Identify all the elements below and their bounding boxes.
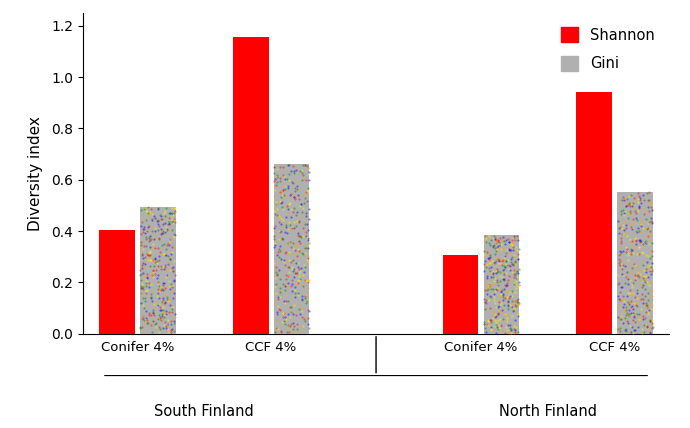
Bar (576, 92, 612, 334)
Legend: Shannon, Gini: Shannon, Gini (553, 20, 662, 79)
Bar (140, 207, 176, 334)
Bar (233, 37, 268, 334)
Bar (443, 255, 478, 334)
Text: North Finland: North Finland (499, 404, 597, 419)
Bar (99, 230, 135, 334)
Bar (484, 235, 519, 334)
Bar (274, 164, 309, 334)
Text: South Finland: South Finland (155, 404, 254, 419)
Bar (617, 192, 653, 334)
Y-axis label: Diversity index: Diversity index (28, 116, 43, 231)
